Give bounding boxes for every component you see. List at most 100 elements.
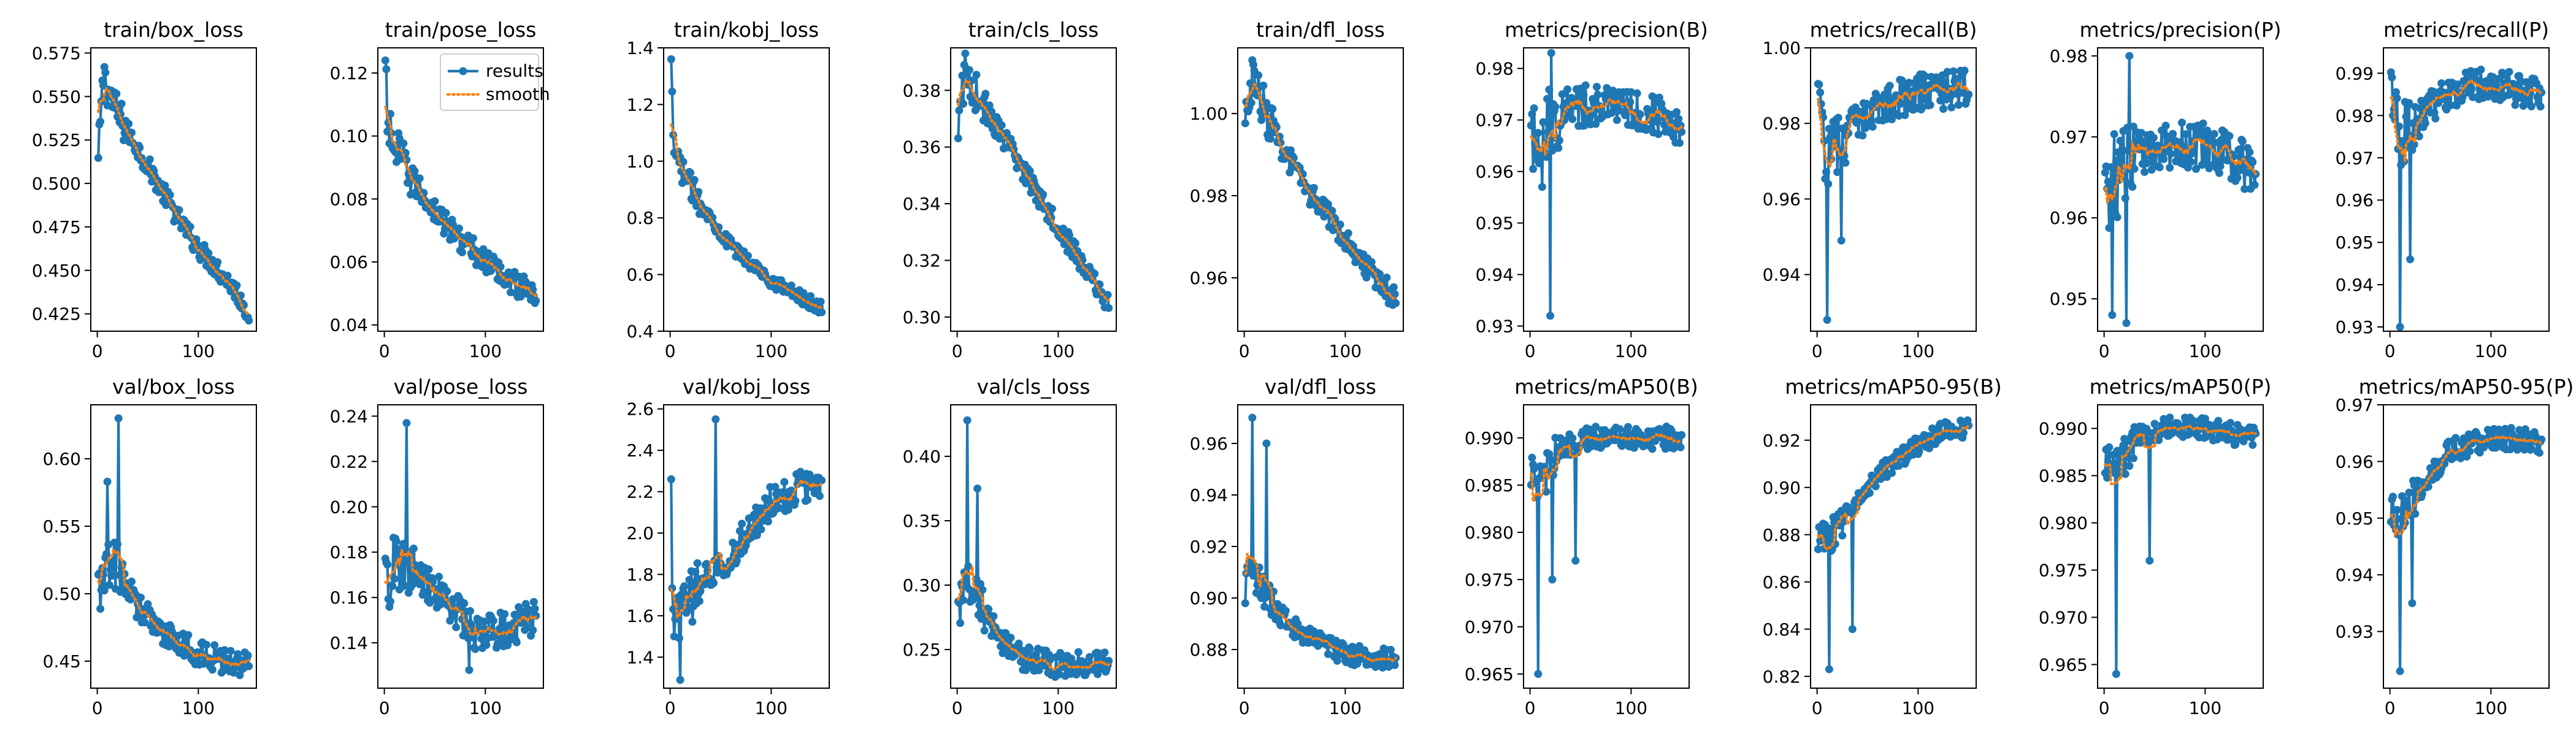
results-point: [223, 272, 232, 280]
results-point: [213, 258, 222, 266]
subplot-train-cls-loss: train/cls_loss 0 100 0.30 0.32 0.34 0.36 0.38: [903, 18, 1117, 361]
plot-area: [2101, 52, 2260, 328]
subplot-title: metrics/mAP50(B): [1514, 375, 1698, 399]
results-point: [1055, 670, 1064, 678]
results-point: [106, 565, 115, 574]
results-point: [958, 71, 967, 80]
results-point: [744, 251, 752, 260]
results-point: [784, 505, 792, 514]
y-tick-label: 0.99: [2336, 63, 2374, 83]
results-point: [675, 634, 683, 642]
results-point: [1653, 118, 1662, 126]
y-tick-label: 0.550: [32, 86, 81, 107]
y-tick-label: 0.98: [1763, 113, 1801, 134]
subplot-train-box-loss: train/box_loss 0 100 0.425 0.450 0.475 0.500 0.…: [32, 18, 257, 361]
results-point: [226, 646, 235, 655]
smooth-line: [1530, 433, 1683, 502]
y-tick-label: 0.975: [2039, 561, 2088, 581]
plot-area: [1814, 66, 1973, 324]
results-point: [1674, 115, 1683, 123]
x-tick-label: 0: [2099, 341, 2110, 361]
x-tick-label: 100: [1329, 698, 1362, 718]
results-point: [680, 582, 689, 591]
results-point: [1249, 61, 1257, 69]
y-tick-label: 0.965: [1465, 664, 1514, 684]
smooth-line: [957, 79, 1110, 302]
results-point: [2121, 470, 2129, 478]
y-tick-label: 0.93: [2336, 317, 2374, 337]
y-tick-label: 0.16: [330, 588, 368, 608]
results-point: [1241, 599, 1249, 607]
results-point: [401, 581, 409, 590]
subplot-val-box-loss: val/box_loss 0 100 0.45 0.50 0.55 0.60: [43, 375, 257, 718]
results-point: [688, 618, 697, 626]
results-point: [2241, 185, 2249, 193]
results-point: [2408, 599, 2417, 607]
results-point: [1921, 72, 1930, 80]
results-line: [957, 419, 1110, 678]
y-tick-label: 0.96: [1190, 268, 1228, 288]
y-tick-label: 0.97: [2336, 148, 2374, 168]
y-tick-label: 0.970: [2039, 608, 2088, 628]
results-point: [2410, 140, 2418, 148]
results-point: [2112, 156, 2120, 165]
results-point: [1852, 118, 1861, 127]
x-tick-label: 100: [2475, 698, 2507, 718]
results-point: [1622, 108, 1630, 117]
results-point: [468, 633, 477, 642]
results-point: [2160, 155, 2168, 163]
results-point: [489, 616, 497, 625]
subplot-title: val/box_loss: [112, 375, 235, 399]
x-tick-label: 100: [2475, 341, 2507, 361]
results-point: [1262, 99, 1271, 107]
results-point: [1947, 103, 1956, 112]
results-point: [1046, 656, 1054, 664]
results-point: [2155, 163, 2164, 172]
results-point: [1965, 90, 1973, 99]
results-point: [2535, 448, 2543, 457]
results-point: [1895, 461, 1903, 470]
results-point: [1324, 650, 1332, 658]
results-point: [2166, 150, 2175, 158]
results-point: [2226, 419, 2234, 427]
axes-frame: [2383, 47, 2550, 332]
axes-frame: [1237, 47, 1404, 332]
legend-smooth-label: smooth: [486, 84, 550, 104]
results-point: [500, 610, 509, 618]
results-point: [2189, 149, 2198, 158]
x-tick-label: 100: [1902, 698, 1934, 718]
y-tick-label: 0.97: [2336, 395, 2374, 415]
x-tick-label: 100: [469, 698, 502, 718]
results-point: [2216, 162, 2225, 171]
smooth-line: [384, 105, 537, 297]
results-point: [1651, 437, 1660, 445]
y-tick-label: 0.12: [330, 63, 368, 83]
results-point: [2125, 462, 2134, 470]
results-point: [1551, 102, 1560, 111]
results-point: [1387, 646, 1395, 654]
results-point: [114, 414, 123, 423]
results-point: [1885, 82, 1894, 90]
results-point: [455, 224, 463, 232]
results-point: [2398, 137, 2406, 145]
smooth-line: [97, 544, 250, 667]
results-point: [2142, 159, 2151, 167]
x-tick-label: 100: [2189, 698, 2221, 718]
y-tick-label: 0.34: [903, 194, 941, 214]
results-point: [442, 209, 450, 217]
y-tick-label: 0.96: [2336, 190, 2374, 210]
results-point: [2522, 78, 2531, 86]
results-point: [1924, 432, 1933, 440]
results-point: [2214, 416, 2223, 425]
results-point: [1833, 168, 1842, 176]
results-point: [1616, 106, 1624, 115]
results-point: [420, 587, 428, 596]
results-point: [2467, 85, 2476, 93]
results-point: [125, 120, 133, 128]
results-point: [815, 492, 824, 500]
results-point: [1630, 443, 1638, 452]
results-point: [140, 618, 149, 627]
results-point: [1895, 112, 1903, 120]
results-point: [963, 416, 972, 424]
results-line: [2390, 426, 2543, 673]
